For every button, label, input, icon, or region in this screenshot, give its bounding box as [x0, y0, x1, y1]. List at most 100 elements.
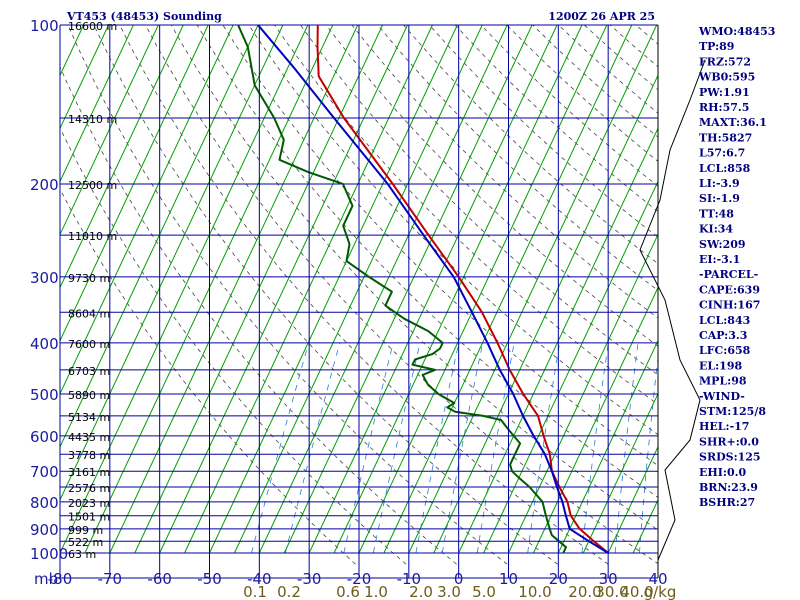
isotherm-line — [0, 25, 34, 553]
isotherm-line — [60, 25, 309, 554]
height-label: 14310 m — [68, 113, 117, 126]
mixing-ratio-line — [614, 342, 639, 554]
index-label: MPL:98 — [699, 375, 747, 388]
height-label: 5134 m — [68, 411, 110, 424]
temperature-tick-label: 40 — [648, 570, 667, 588]
pressure-tick-label: 800 — [30, 494, 59, 512]
dry-adiabat-line — [558, 25, 658, 114]
isotherm-line — [60, 25, 184, 289]
index-label: EI:-3.1 — [699, 253, 740, 266]
height-label: 16600 m — [68, 20, 117, 33]
index-label: LFC:658 — [699, 344, 751, 357]
mixing-ratio-label: 3.0 — [437, 583, 461, 600]
index-label: CAP:3.3 — [699, 329, 747, 342]
temperature-tick-label: -20 — [347, 570, 372, 588]
mixing-ratio-label: 10.0 — [518, 583, 551, 600]
isotherm-line — [60, 25, 234, 395]
dry-adiabat-line — [351, 25, 658, 319]
isotherm-line — [607, 445, 658, 554]
index-label: TH:5827 — [699, 131, 752, 144]
isotherm-line — [209, 25, 458, 554]
index-label: PW:1.91 — [699, 86, 750, 99]
isotherms — [0, 25, 658, 554]
isotherm-line — [458, 127, 658, 554]
isotherm-line — [532, 286, 658, 554]
mixing-ratio-label: 0.2 — [277, 583, 301, 600]
x-axis-unit-label: mb — [34, 570, 58, 588]
isotherm-line — [60, 25, 159, 236]
dry-adiabat-line — [170, 25, 658, 531]
dry-adiabat-line — [222, 25, 658, 467]
height-label: 999 m — [68, 524, 103, 537]
index-label: TP:89 — [699, 40, 734, 53]
mixing-ratio-label: 2.0 — [409, 583, 433, 600]
mixing-ratio-label: 30.0 — [595, 583, 628, 600]
pressure-tick-label: 700 — [30, 463, 59, 481]
index-label: SHR+:0.0 — [699, 435, 759, 448]
dry-adiabat-line — [60, 127, 407, 565]
height-label: 2576 m — [68, 482, 110, 495]
dry-adiabat-line — [196, 25, 658, 498]
height-label: 6703 m — [68, 365, 110, 378]
dewpoint-profile-line — [237, 25, 567, 554]
isotherm-line — [483, 180, 658, 554]
pressure-tick-label: 200 — [30, 176, 59, 194]
temperature-tick-label: -40 — [247, 570, 272, 588]
pressure-tick-label: 1000 — [30, 545, 68, 563]
mixing-ratio-label: 20.0 — [568, 583, 601, 600]
pressure-tick-label: 400 — [30, 335, 59, 353]
height-label: 11010 m — [68, 230, 117, 243]
index-label: EHI:0.0 — [699, 466, 746, 479]
temperature-tick-label: 0 — [454, 570, 464, 588]
index-label: TT:48 — [699, 207, 734, 220]
index-label: BRN:23.9 — [699, 481, 758, 494]
height-label: 63 m — [68, 548, 96, 561]
index-label: STM:125/8 — [699, 405, 766, 418]
pressure-tick-label: 500 — [30, 386, 59, 404]
index-label: LCL:858 — [699, 162, 751, 175]
temperature-tick-label: 30 — [599, 570, 618, 588]
isotherm-line — [358, 25, 608, 554]
mixing-ratio-label: 40.0 — [620, 583, 653, 600]
height-label: 5890 m — [68, 389, 110, 402]
index-label: LCL:843 — [699, 314, 750, 327]
index-label: CAPE:639 — [699, 283, 760, 296]
isotherm-line — [408, 25, 658, 554]
isotherm-line — [333, 25, 583, 554]
index-label: HEL:-17 — [699, 420, 749, 433]
pressure-tick-label: 300 — [30, 269, 59, 287]
dry-adiabat-line — [274, 25, 658, 405]
index-label: -WIND- — [699, 390, 745, 403]
isotherm-line — [258, 25, 508, 554]
height-label: 8604 m — [68, 307, 110, 320]
mixing-ratio-label: 0.1 — [243, 583, 267, 600]
isotherm-line — [557, 339, 658, 554]
mixing-ratio-line — [581, 342, 609, 554]
temperature-tick-label: -60 — [147, 570, 172, 588]
indices-panel: WMO:48453 TP:89 FRZ:572 WB0:595 PW:1.91 RH:57… — [698, 25, 775, 509]
isotherm-line — [308, 25, 558, 554]
index-label: BSHR:27 — [699, 496, 755, 509]
isotherm-line — [383, 25, 633, 554]
index-label: SRDS:125 — [699, 451, 761, 464]
mixing-ratio-line — [251, 342, 309, 554]
mixing-ratio-label: 5.0 — [472, 583, 496, 600]
mixing-ratio-label: 1.0 — [364, 583, 388, 600]
dry-adiabat-line — [60, 66, 457, 565]
dry-adiabat-line — [377, 25, 658, 291]
isotherm-line — [109, 25, 359, 554]
mixing-ratio-line — [372, 342, 421, 554]
temperature-tick-label: 20 — [549, 570, 568, 588]
index-label: CINH:167 — [699, 299, 760, 312]
isotherm-line — [283, 25, 533, 554]
parcel-profile-line — [257, 25, 609, 554]
index-label: -PARCEL- — [699, 268, 758, 281]
sounding-time: 1200Z 26 APR 25 — [548, 10, 655, 23]
isotherm-line — [159, 25, 408, 554]
height-label: 9730 m — [68, 272, 110, 285]
dry-adiabat-line — [584, 25, 658, 91]
isotherm-line — [60, 25, 109, 130]
height-label: 4435 m — [68, 431, 110, 444]
isotherm-line — [433, 74, 658, 554]
